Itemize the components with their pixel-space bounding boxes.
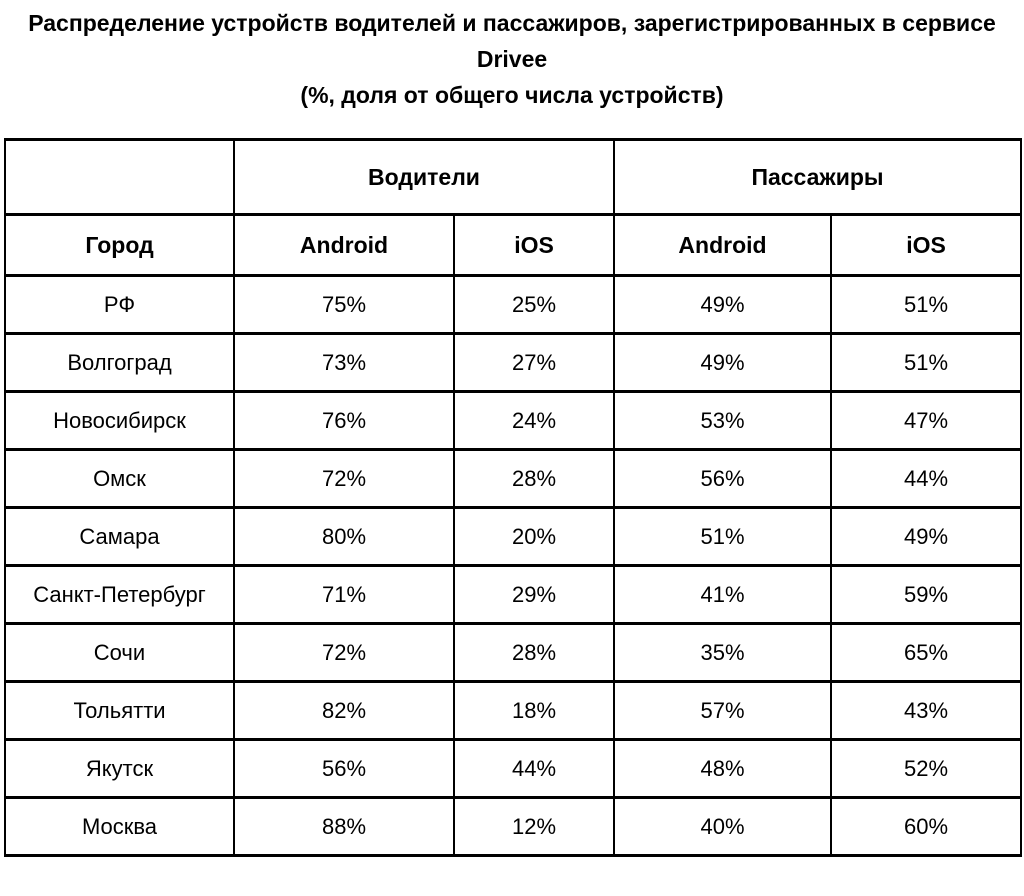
drivers-android-cell: 73% <box>233 332 455 393</box>
column-header-passengers-android: Android <box>613 213 832 277</box>
drivers-ios-cell: 29% <box>453 564 615 625</box>
drivers-ios-cell: 28% <box>453 622 615 683</box>
group-header-row: Водители Пассажиры <box>4 138 1022 216</box>
city-cell: Волгоград <box>4 332 235 393</box>
column-header-row: Город Android iOS Android iOS <box>4 213 1022 277</box>
drivers-ios-cell: 44% <box>453 738 615 799</box>
passengers-android-cell: 35% <box>613 622 832 683</box>
drivers-android-cell: 72% <box>233 448 455 509</box>
city-cell: Самара <box>4 506 235 567</box>
devices-distribution-table: Водители Пассажиры Город Android iOS And… <box>4 138 1022 857</box>
drivers-android-cell: 56% <box>233 738 455 799</box>
column-header-drivers-ios: iOS <box>453 213 615 277</box>
table-row: Сочи 72% 28% 35% 65% <box>4 622 1022 683</box>
passengers-android-cell: 56% <box>613 448 832 509</box>
drivers-ios-cell: 20% <box>453 506 615 567</box>
drivers-ios-cell: 25% <box>453 274 615 335</box>
passengers-ios-cell: 59% <box>830 564 1022 625</box>
passengers-android-cell: 51% <box>613 506 832 567</box>
city-cell: Сочи <box>4 622 235 683</box>
group-header-drivers: Водители <box>233 138 615 216</box>
passengers-android-cell: 48% <box>613 738 832 799</box>
column-header-passengers-ios: iOS <box>830 213 1022 277</box>
drivers-android-cell: 75% <box>233 274 455 335</box>
group-header-passengers: Пассажиры <box>613 138 1022 216</box>
chart-title: Распределение устройств водителей и пасс… <box>28 10 996 72</box>
chart-subtitle: (%, доля от общего числа устройств) <box>300 82 724 108</box>
drivers-android-cell: 72% <box>233 622 455 683</box>
passengers-ios-cell: 49% <box>830 506 1022 567</box>
drivers-ios-cell: 27% <box>453 332 615 393</box>
column-header-city: Город <box>4 213 235 277</box>
table-row: Омск 72% 28% 56% 44% <box>4 448 1022 509</box>
drivers-android-cell: 82% <box>233 680 455 741</box>
table-row: РФ 75% 25% 49% 51% <box>4 274 1022 335</box>
passengers-ios-cell: 60% <box>830 796 1022 857</box>
city-cell: Омск <box>4 448 235 509</box>
table-row: Волгоград 73% 27% 49% 51% <box>4 332 1022 393</box>
passengers-android-cell: 57% <box>613 680 832 741</box>
table-row: Москва 88% 12% 40% 60% <box>4 796 1022 857</box>
passengers-android-cell: 41% <box>613 564 832 625</box>
passengers-ios-cell: 47% <box>830 390 1022 451</box>
passengers-ios-cell: 43% <box>830 680 1022 741</box>
drivers-ios-cell: 24% <box>453 390 615 451</box>
table-row: Тольятти 82% 18% 57% 43% <box>4 680 1022 741</box>
city-cell: Якутск <box>4 738 235 799</box>
passengers-ios-cell: 44% <box>830 448 1022 509</box>
passengers-android-cell: 53% <box>613 390 832 451</box>
passengers-android-cell: 49% <box>613 274 832 335</box>
corner-empty-cell <box>4 138 235 216</box>
city-cell: Санкт-Петербург <box>4 564 235 625</box>
city-cell: Тольятти <box>4 680 235 741</box>
drivers-ios-cell: 12% <box>453 796 615 857</box>
chart-title-block: Распределение устройств водителей и пасс… <box>0 0 1024 113</box>
drivers-ios-cell: 18% <box>453 680 615 741</box>
passengers-ios-cell: 51% <box>830 332 1022 393</box>
table-row: Самара 80% 20% 51% 49% <box>4 506 1022 567</box>
passengers-android-cell: 49% <box>613 332 832 393</box>
drivers-android-cell: 88% <box>233 796 455 857</box>
drivers-android-cell: 76% <box>233 390 455 451</box>
city-cell: Новосибирск <box>4 390 235 451</box>
table-body: РФ 75% 25% 49% 51% Волгоград 73% 27% 49% 51% Новос… <box>4 274 1022 857</box>
table-row: Новосибирск 76% 24% 53% 47% <box>4 390 1022 451</box>
drivers-ios-cell: 28% <box>453 448 615 509</box>
drivers-android-cell: 80% <box>233 506 455 567</box>
city-cell: РФ <box>4 274 235 335</box>
city-cell: Москва <box>4 796 235 857</box>
drivers-android-cell: 71% <box>233 564 455 625</box>
passengers-android-cell: 40% <box>613 796 832 857</box>
passengers-ios-cell: 65% <box>830 622 1022 683</box>
table-row: Санкт-Петербург 71% 29% 41% 59% <box>4 564 1022 625</box>
passengers-ios-cell: 52% <box>830 738 1022 799</box>
passengers-ios-cell: 51% <box>830 274 1022 335</box>
table-row: Якутск 56% 44% 48% 52% <box>4 738 1022 799</box>
column-header-drivers-android: Android <box>233 213 455 277</box>
